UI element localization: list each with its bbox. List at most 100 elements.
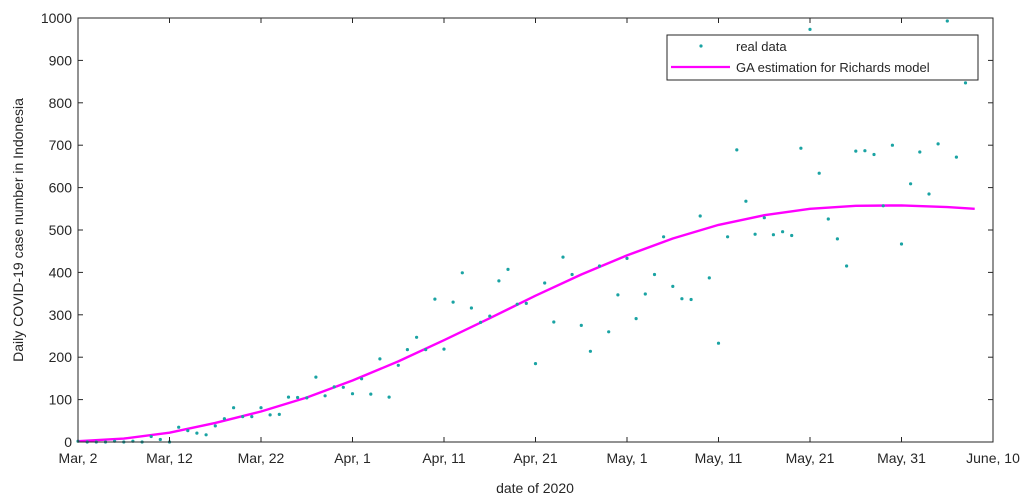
y-tick-label: 500: [49, 222, 73, 238]
fit-line: [77, 204, 975, 443]
data-point: [424, 348, 428, 352]
data-point: [954, 155, 959, 159]
data-point: [799, 146, 803, 150]
data-point: [881, 204, 885, 208]
x-tick-label: Apr, 1: [334, 450, 371, 466]
data-point: [442, 347, 446, 351]
data-point: [927, 192, 931, 196]
data-point: [350, 392, 355, 396]
x-axis-label: date of 2020: [496, 480, 574, 496]
data-point: [616, 293, 620, 297]
x-tick-label: May, 21: [786, 450, 835, 466]
data-point: [277, 412, 281, 416]
data-point: [332, 385, 336, 389]
data-point: [790, 233, 794, 238]
data-point: [579, 323, 583, 327]
data-point: [744, 199, 748, 203]
data-point: [515, 302, 519, 306]
data-point: [662, 235, 666, 239]
data-point: [405, 348, 409, 352]
data-point: [607, 330, 611, 334]
data-point: [698, 214, 702, 218]
data-point: [918, 150, 922, 154]
data-point: [451, 300, 455, 304]
x-tick-label: Mar, 12: [146, 450, 193, 466]
data-point: [533, 362, 538, 366]
data-point: [817, 171, 821, 175]
legend-label-real-data: real data: [736, 39, 787, 54]
data-point: [415, 335, 419, 339]
data-point: [753, 232, 757, 236]
data-point: [826, 217, 830, 221]
data-point: [222, 417, 226, 421]
data-point: [296, 395, 300, 400]
data-point: [305, 396, 309, 400]
data-point: [845, 264, 849, 268]
x-tick-label: May, 11: [695, 450, 743, 466]
legend-marker-real-data: [699, 44, 703, 48]
data-point: [588, 349, 593, 353]
data-point: [378, 357, 382, 361]
y-axis: 0 100 200 300 400 500 600 700 800 900 1000: [41, 10, 993, 450]
data-point: [552, 320, 556, 324]
data-point: [854, 149, 858, 153]
y-tick-label: 300: [49, 307, 73, 323]
y-tick-label: 400: [49, 264, 73, 280]
data-point: [689, 297, 693, 302]
data-point: [643, 292, 647, 296]
data-point: [634, 317, 638, 321]
data-point: [808, 27, 812, 31]
data-point: [460, 271, 464, 275]
data-point: [671, 284, 675, 288]
y-tick-label: 1000: [41, 10, 72, 26]
fit-line-layer: [77, 204, 975, 443]
legend: real data GA estimation for Richards mod…: [666, 34, 979, 81]
data-point: [341, 385, 345, 389]
data-point: [177, 425, 181, 429]
data-point: [232, 406, 236, 410]
data-point: [625, 256, 629, 260]
data-point: [469, 306, 473, 310]
legend-label-fit-line: GA estimation for Richards model: [736, 60, 930, 75]
y-tick-label: 0: [64, 434, 72, 450]
data-point: [597, 264, 602, 268]
data-point: [726, 235, 730, 239]
data-point: [314, 375, 318, 379]
data-point: [213, 424, 217, 428]
data-point: [781, 230, 785, 234]
data-point: [204, 433, 208, 437]
data-point: [835, 237, 840, 241]
data-point: [945, 19, 949, 23]
data-point: [716, 341, 721, 345]
data-point: [963, 81, 968, 85]
data-point: [323, 394, 327, 398]
data-point: [909, 182, 913, 186]
x-tick-label: Apr, 11: [422, 450, 466, 466]
data-point: [543, 281, 547, 285]
data-point: [186, 429, 190, 433]
x-tick-label: Mar, 22: [238, 450, 285, 466]
data-point: [241, 415, 245, 419]
y-tick-label: 100: [49, 392, 73, 408]
y-tick-label: 600: [49, 180, 73, 196]
x-tick-label: May, 1: [607, 450, 648, 466]
data-point: [149, 434, 153, 439]
y-tick-label: 900: [49, 52, 73, 68]
data-point: [479, 320, 483, 324]
data-point: [762, 216, 766, 220]
data-point: [561, 255, 565, 259]
data-point: [360, 377, 364, 381]
data-point: [433, 297, 437, 301]
x-tick-label: Apr, 21: [513, 450, 558, 466]
data-point: [387, 395, 391, 399]
legend-box: [666, 34, 979, 81]
data-point: [890, 143, 895, 147]
data-point: [652, 272, 657, 277]
x-axis: Mar, 2 Mar, 12 Mar, 22 Apr, 1 Apr, 11 Apr, 21…: [59, 18, 1020, 466]
data-point: [268, 413, 272, 417]
data-point: [524, 301, 528, 305]
data-point: [872, 152, 876, 157]
data-point: [158, 437, 162, 442]
data-point: [259, 406, 263, 410]
